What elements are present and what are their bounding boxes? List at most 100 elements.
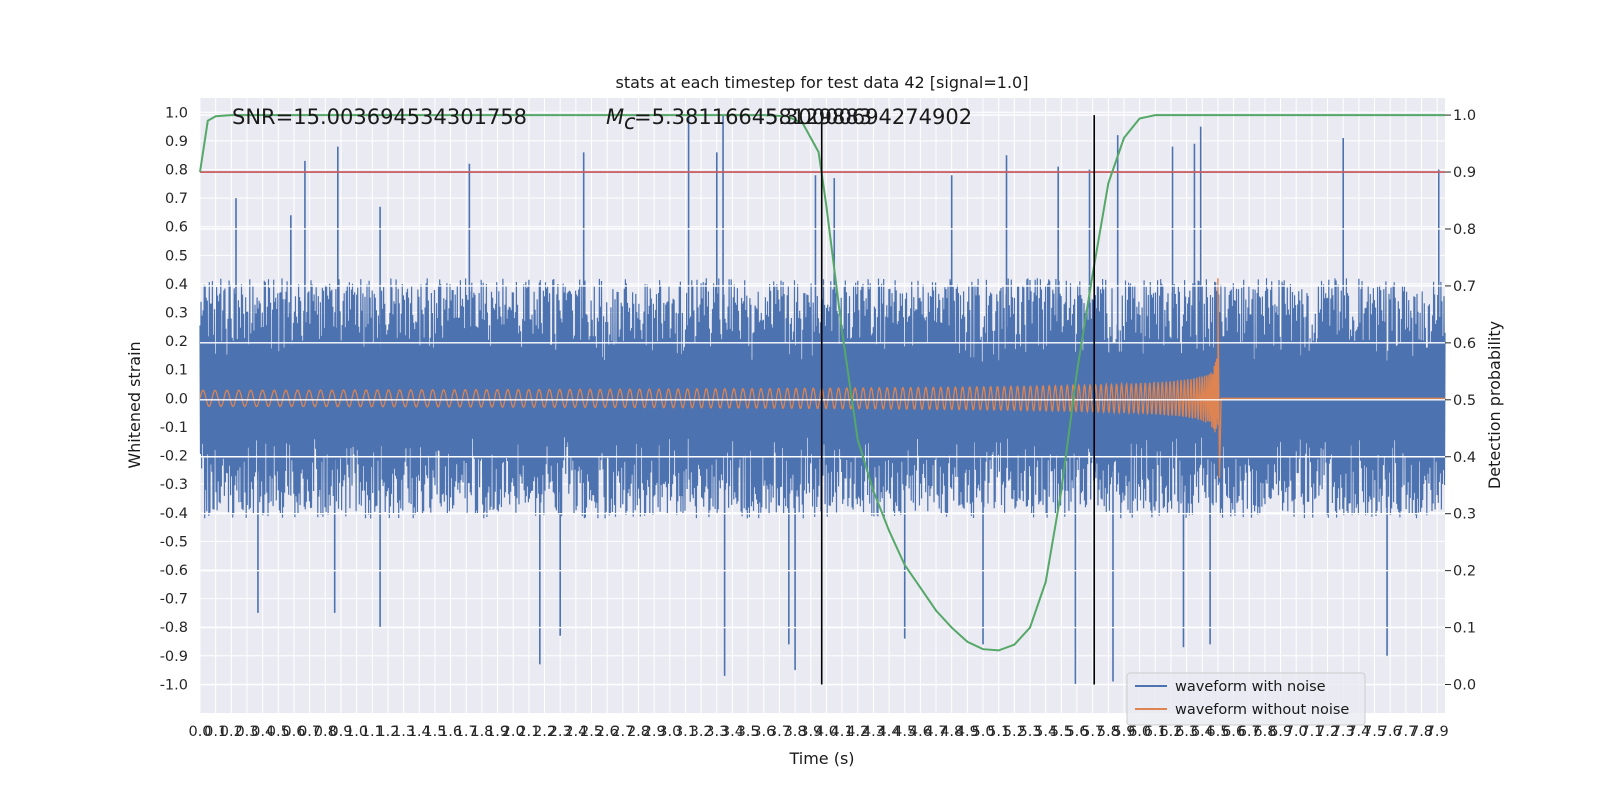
y2-tick-label: 0.9: [1453, 165, 1476, 181]
y-tick-label: -0.3: [160, 477, 188, 493]
x-tick-label: 2.0: [502, 724, 525, 740]
y2-tick-label: 0.3: [1453, 507, 1476, 523]
x-tick-label: 6.5: [1206, 724, 1229, 740]
y2-tick-label: 0.2: [1453, 564, 1476, 580]
x-tick-label: 3.5: [737, 724, 760, 740]
x-tick-label: 1.8: [470, 724, 493, 740]
x-tick-label: 1.7: [455, 724, 478, 740]
y-tick-label: 0.6: [165, 220, 188, 236]
x-tick-label: 2.1: [517, 724, 540, 740]
x-tick-label: 5.7: [1081, 724, 1104, 740]
y2-axis-label: Detection probability: [1485, 321, 1504, 489]
x-tick-label: 1.4: [408, 724, 431, 740]
y-tick-label: -0.1: [160, 420, 188, 436]
y2-tick-label: 1.0: [1453, 108, 1476, 124]
x-tick-label: 0.7: [298, 724, 321, 740]
y2-tick-label: 0.5: [1453, 393, 1476, 409]
y-tick-label: 0.4: [165, 277, 188, 293]
legend-label-noise: waveform with noise: [1175, 679, 1326, 695]
x-tick-label: 6.4: [1191, 724, 1214, 740]
x-tick-label: 7.5: [1363, 724, 1386, 740]
y2-tick-label: 0.0: [1453, 678, 1476, 694]
x-tick-label: 0.8: [314, 724, 337, 740]
x-tick-label: 4.5: [893, 724, 916, 740]
x-tick-label: 2.9: [643, 724, 666, 740]
x-tick-label: 5.6: [1065, 724, 1088, 740]
x-tick-label: 3.4: [721, 724, 744, 740]
x-tick-label: 7.9: [1426, 724, 1449, 740]
x-tick-label: 3.2: [690, 724, 713, 740]
legend-label-clean: waveform without noise: [1175, 702, 1349, 718]
y-axis-label: Whitened strain: [125, 341, 144, 468]
x-tick-label: 2.3: [549, 724, 572, 740]
mc-overlap-text: 5.30000694274902: [765, 105, 972, 129]
x-tick-label: 0.5: [267, 724, 290, 740]
x-tick-label: 0.0: [188, 724, 211, 740]
x-tick-label: 4.3: [862, 724, 885, 740]
x-tick-label: 2.7: [611, 724, 634, 740]
axes: 0.00.10.20.30.40.50.60.70.80.91.01.11.21…: [160, 105, 1476, 740]
y-tick-label: -0.8: [160, 620, 188, 636]
x-tick-label: 1.6: [439, 724, 462, 740]
y2-tick-label: 0.1: [1453, 621, 1476, 637]
x-tick-label: 7.6: [1379, 724, 1402, 740]
x-tick-label: 1.3: [392, 724, 415, 740]
x-tick-label: 6.0: [1128, 724, 1151, 740]
x-tick-label: 2.4: [564, 724, 587, 740]
y-tick-label: -0.2: [160, 449, 188, 465]
y-tick-label: 0.9: [165, 134, 188, 150]
x-tick-label: 4.9: [956, 724, 979, 740]
y-tick-label: 1.0: [165, 105, 188, 121]
y2-tick-label: 0.4: [1453, 450, 1476, 466]
x-tick-label: 5.2: [1003, 724, 1026, 740]
x-tick-label: 7.1: [1300, 724, 1323, 740]
y-tick-label: 0.1: [165, 363, 188, 379]
x-tick-label: 6.8: [1253, 724, 1276, 740]
x-tick-label: 3.3: [705, 724, 728, 740]
legend: waveform with noise waveform without noi…: [1126, 672, 1366, 726]
x-tick-label: 3.9: [799, 724, 822, 740]
x-tick-label: 2.2: [533, 724, 556, 740]
x-tick-label: 6.6: [1222, 724, 1245, 740]
x-tick-label: 0.1: [204, 724, 227, 740]
x-tick-label: 4.4: [878, 724, 901, 740]
x-tick-label: 1.5: [423, 724, 446, 740]
y-tick-label: 0.2: [165, 334, 188, 350]
x-tick-label: 7.8: [1410, 724, 1433, 740]
x-tick-label: 7.2: [1316, 724, 1339, 740]
mc-subscript: c: [624, 110, 636, 134]
x-tick-label: 2.6: [596, 724, 619, 740]
y-tick-label: 0.8: [165, 163, 188, 179]
x-tick-label: 4.6: [909, 724, 932, 740]
y2-tick-label: 0.6: [1453, 336, 1476, 352]
x-tick-label: 0.4: [251, 724, 274, 740]
x-tick-label: 0.3: [235, 724, 258, 740]
y-tick-label: -0.6: [160, 563, 188, 579]
y-tick-label: 0.7: [165, 191, 188, 207]
y-tick-label: -1.0: [160, 677, 188, 693]
x-tick-label: 1.0: [345, 724, 368, 740]
detection-probability-line: [199, 114, 1445, 652]
x-tick-label: 3.0: [658, 724, 681, 740]
x-tick-label: 2.8: [627, 724, 650, 740]
x-tick-label: 4.0: [815, 724, 838, 740]
x-tick-label: 3.6: [752, 724, 775, 740]
x-tick-label: 0.2: [220, 724, 243, 740]
x-axis-label: Time (s): [788, 749, 854, 768]
x-tick-label: 4.8: [940, 724, 963, 740]
y-tick-label: 0.0: [165, 391, 188, 407]
y2-tick-label: 0.8: [1453, 222, 1476, 238]
y-tick-label: -0.7: [160, 592, 188, 608]
y2-tick-label: 0.7: [1453, 279, 1476, 295]
y-tick-label: -0.5: [160, 534, 188, 550]
x-tick-label: 6.1: [1144, 724, 1167, 740]
x-tick-label: 5.0: [971, 724, 994, 740]
y-tick-label: -0.4: [160, 506, 188, 522]
y-tick-label: 0.5: [165, 248, 188, 264]
x-tick-label: 7.7: [1394, 724, 1417, 740]
x-tick-label: 6.9: [1269, 724, 1292, 740]
x-tick-label: 0.9: [329, 724, 352, 740]
x-tick-label: 5.8: [1097, 724, 1120, 740]
